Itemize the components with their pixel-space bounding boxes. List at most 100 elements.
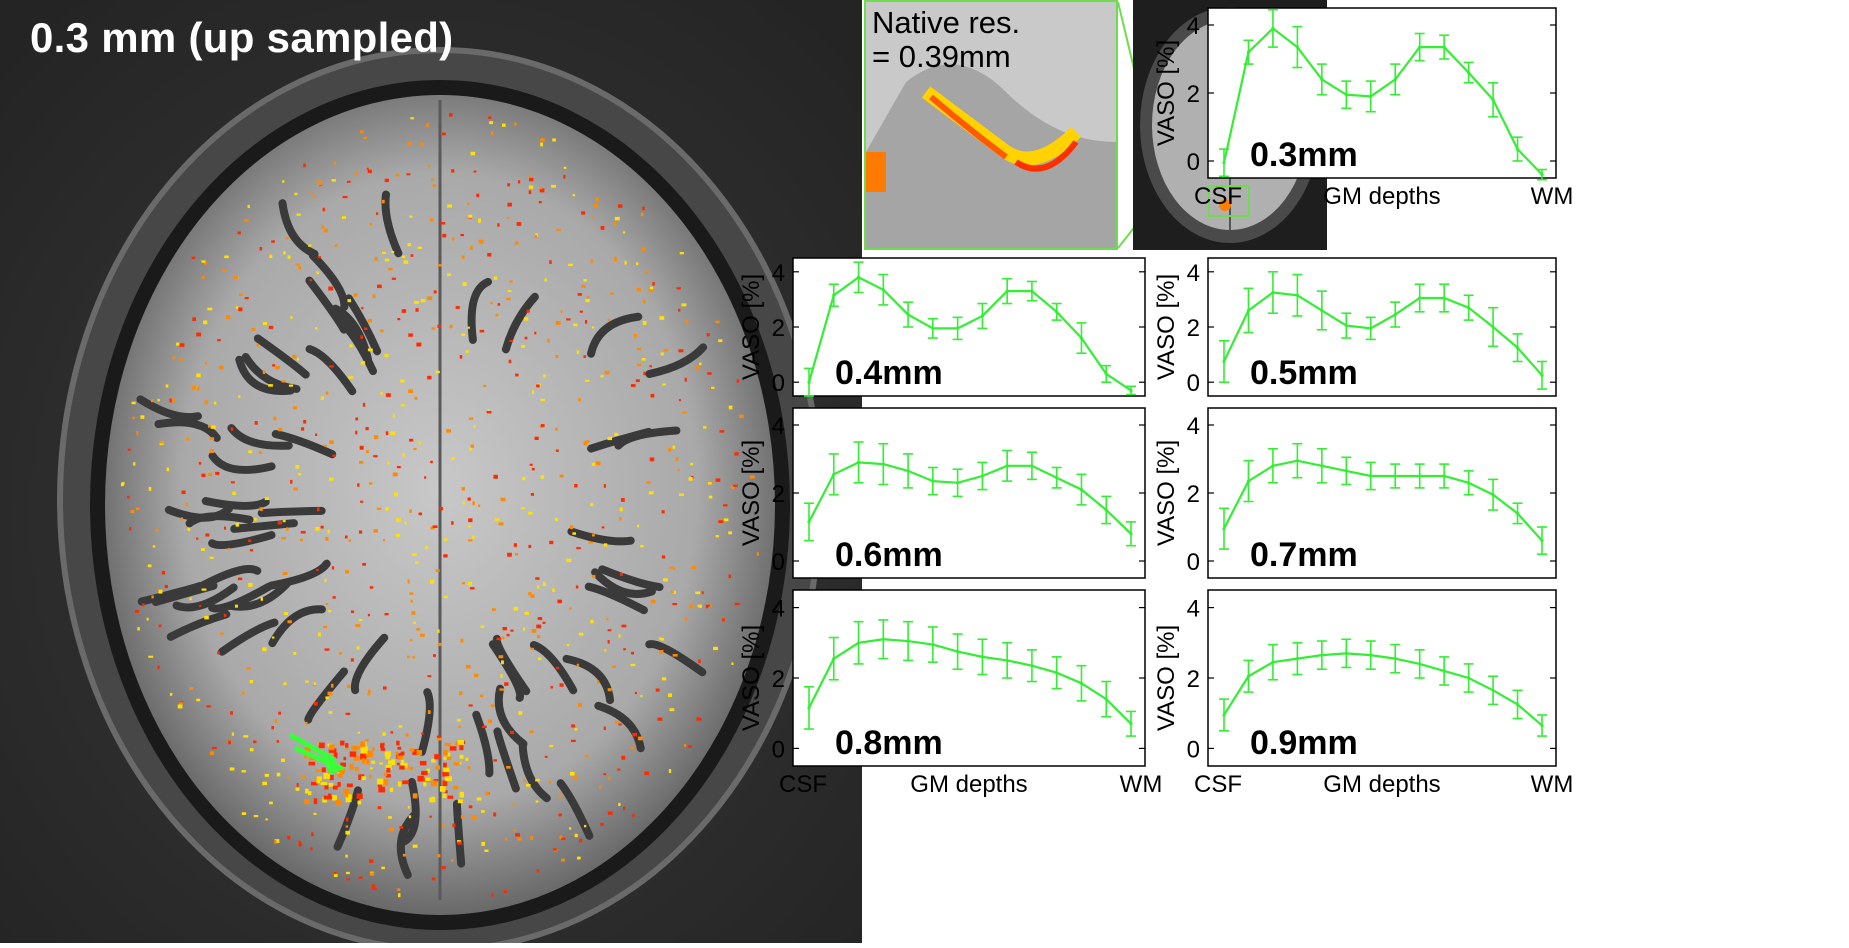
data-point (856, 641, 861, 645)
data-point (1540, 373, 1544, 377)
data-point (832, 293, 836, 297)
data-point (1295, 45, 1299, 49)
ytick-label: 0 (772, 370, 785, 397)
data-point (881, 462, 885, 466)
profile-chart-4: 0 2 4 VASO [%] 0.7mm (1150, 400, 1849, 579)
data-point (832, 657, 836, 661)
y-axis-label: VASO [%] (738, 274, 765, 380)
data-point (1418, 45, 1422, 49)
x-axis-label: WM (1531, 771, 1574, 798)
data-point (980, 474, 984, 478)
resolution-label: 0.9mm (1250, 724, 1358, 762)
ytick-label: 2 (772, 666, 785, 693)
profile-chart-svg: 0 2 4 VASO [%] 0.4mm (738, 257, 1146, 397)
data-point (881, 637, 885, 641)
data-point (1030, 289, 1034, 293)
y-axis-label: VASO [%] (738, 440, 765, 546)
ytick-label: 0 (1187, 149, 1200, 176)
data-point (1246, 479, 1251, 483)
data-point (1320, 308, 1324, 313)
data-point (1030, 464, 1034, 468)
data-point (1515, 147, 1520, 151)
data-point (1344, 469, 1348, 473)
y-axis-label: VASO [%] (1153, 625, 1180, 731)
x-axis-label: WM (1120, 771, 1163, 798)
data-point (1222, 713, 1226, 717)
y-axis-label: VASO [%] (738, 625, 765, 731)
data-point (1129, 388, 1133, 393)
zoom-inset: Native res. = 0.39mm (864, 0, 1118, 250)
data-point (1467, 306, 1471, 310)
resolution-label: 0.5mm (1250, 354, 1358, 392)
data-point (1467, 481, 1471, 485)
ytick-label: 0 (772, 736, 785, 763)
data-point (1222, 161, 1226, 165)
data-point (1467, 71, 1471, 75)
profile-chart-6: 0 2 4 VASO [%] 0.9mm CSF GM depths WM (1150, 582, 1849, 943)
data-point (1129, 722, 1133, 726)
profile-chart-svg: 0 2 4 VASO [%] 0.3mm CSF GM depths WM (1153, 7, 1574, 210)
data-point (1005, 658, 1009, 662)
data-point (1320, 77, 1324, 81)
data-point (807, 706, 811, 710)
data-point (1491, 688, 1495, 692)
data-point (956, 326, 960, 330)
data-point (1344, 93, 1348, 97)
data-point (1055, 476, 1059, 480)
data-point (1295, 293, 1299, 297)
ytick-label: 4 (1187, 596, 1200, 623)
data-point (931, 479, 935, 483)
data-point (1467, 676, 1471, 680)
data-point (1442, 669, 1446, 673)
data-point (1129, 532, 1133, 536)
y-axis-label: VASO [%] (1153, 274, 1180, 380)
data-point (1442, 45, 1446, 49)
data-point (807, 520, 811, 524)
data-point (1005, 289, 1009, 293)
profile-chart-svg: 0 2 4 VASO [%] 0.8mm CSF GM depths WM (738, 589, 1162, 798)
inset-label: Native res. = 0.39mm (872, 5, 1021, 74)
data-point (1030, 664, 1034, 668)
data-point (1393, 657, 1397, 661)
data-point (1005, 464, 1009, 468)
data-point (1271, 26, 1275, 30)
data-point (1104, 697, 1108, 701)
ytick-label: 0 (1187, 549, 1200, 576)
ytick-label: 2 (772, 315, 785, 342)
data-point (1344, 324, 1348, 328)
ytick-label: 2 (1187, 481, 1200, 508)
data-point (1104, 372, 1108, 376)
x-axis-label: GM depths (1323, 183, 1440, 210)
x-axis-label: CSF (1194, 183, 1242, 210)
x-axis-label: GM depths (1323, 771, 1440, 798)
data-point (1222, 359, 1226, 364)
data-point (1295, 657, 1299, 661)
arrow-marker (288, 732, 346, 775)
data-point (1491, 98, 1495, 102)
data-point (1246, 674, 1251, 678)
ytick-label: 4 (772, 413, 785, 440)
x-axis-label: CSF (779, 771, 827, 798)
data-point (1104, 508, 1108, 512)
data-point (931, 326, 935, 330)
profile-chart-0: 0 2 4 VASO [%] 0.3mm CSF GM depths WM (1150, 0, 1849, 246)
brain-image-title: 0.3 mm (up sampled) (30, 14, 454, 61)
data-point (1344, 651, 1348, 655)
x-axis-label: WM (1531, 183, 1574, 210)
ytick-label: 0 (772, 549, 785, 576)
profile-chart-svg: 0 2 4 VASO [%] 0.5mm (1153, 257, 1557, 397)
data-point (1079, 681, 1084, 685)
data-point (1393, 474, 1397, 478)
ytick-label: 4 (772, 260, 785, 287)
x-axis-label: GM depths (910, 771, 1027, 798)
zoom-inset-graphic (866, 2, 1116, 248)
series-line (1223, 291, 1543, 377)
data-point (906, 312, 910, 317)
data-point (1055, 310, 1059, 314)
ytick-label: 0 (1187, 736, 1200, 763)
profile-chart-3: 0 2 4 VASO [%] 0.6mm (735, 400, 1149, 579)
data-point (1369, 474, 1373, 478)
ytick-label: 2 (1187, 315, 1200, 342)
profile-chart-svg: 0 2 4 VASO [%] 0.7mm (1153, 407, 1557, 579)
plot-frame (1207, 407, 1557, 579)
